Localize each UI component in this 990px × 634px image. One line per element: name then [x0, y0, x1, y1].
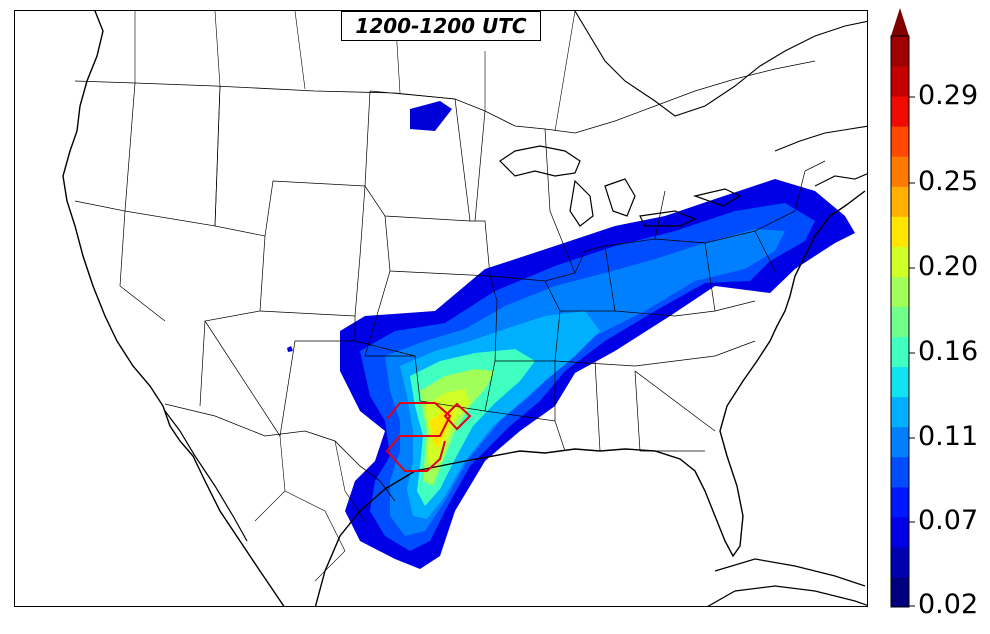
colorbar-segment	[891, 66, 909, 97]
cuba	[714, 558, 866, 587]
great-lakes	[499, 145, 742, 227]
colorbar-tick-label: 0.20	[918, 251, 979, 282]
precip-band-8	[425, 389, 470, 469]
colorbar-segment	[891, 126, 909, 157]
colorbar-segments	[891, 36, 909, 608]
colorbar-segment	[891, 36, 909, 67]
canada-borders	[134, 11, 576, 132]
verification-outlines	[385, 402, 472, 472]
colorbar-segment	[891, 276, 909, 307]
colorbar-segment	[891, 396, 909, 428]
colorbar-segment	[891, 186, 909, 217]
outline-polygon-east	[443, 402, 472, 431]
west-coastline	[62, 11, 285, 606]
baja-coastline	[164, 410, 248, 542]
colorbar	[890, 8, 915, 608]
map-title: 1200-1200 UTC	[341, 11, 541, 41]
colorbar-segment	[891, 156, 909, 187]
colorbar-segment	[891, 216, 909, 247]
colorbar-tick-label: 0.07	[918, 505, 979, 536]
colorbar-tick-label: 0.25	[918, 166, 979, 197]
atlantic-canada	[774, 125, 867, 187]
mexico-borders	[254, 435, 366, 582]
precip-band-1	[410, 101, 452, 131]
colorbar-segment	[891, 246, 909, 277]
colorbar-segment	[891, 576, 909, 608]
colorbar-extend-arrow	[891, 8, 909, 36]
gulf-coastline	[314, 190, 866, 606]
colorbar-tick-label: 0.02	[918, 589, 979, 620]
colorbar-segment	[891, 546, 909, 578]
colorbar-frame	[890, 35, 910, 608]
south-coast	[707, 585, 867, 606]
colorbar-ticks	[909, 96, 915, 607]
map-panel	[14, 10, 868, 607]
state-borders	[74, 82, 826, 452]
colorbar-tick-label: 0.16	[918, 336, 979, 367]
colorbar-segment	[891, 516, 909, 548]
colorbar-tick-label: 0.11	[918, 421, 979, 452]
precipitation-map	[62, 11, 867, 606]
hudson-coast	[574, 11, 867, 117]
precip-field	[287, 101, 855, 569]
mexico-us-border	[164, 403, 396, 502]
base-map	[62, 11, 867, 606]
colorbar-segment	[891, 456, 909, 488]
colorbar-segment	[891, 366, 909, 398]
colorbar-segment	[891, 96, 909, 127]
colorbar-segment	[891, 336, 909, 368]
canada-us-border	[74, 60, 816, 134]
colorbar-segment	[891, 306, 909, 338]
colorbar-segment	[891, 486, 909, 518]
precip-speck	[287, 346, 293, 352]
colorbar-tick-label: 0.29	[918, 80, 979, 111]
colorbar-segment	[891, 426, 909, 458]
